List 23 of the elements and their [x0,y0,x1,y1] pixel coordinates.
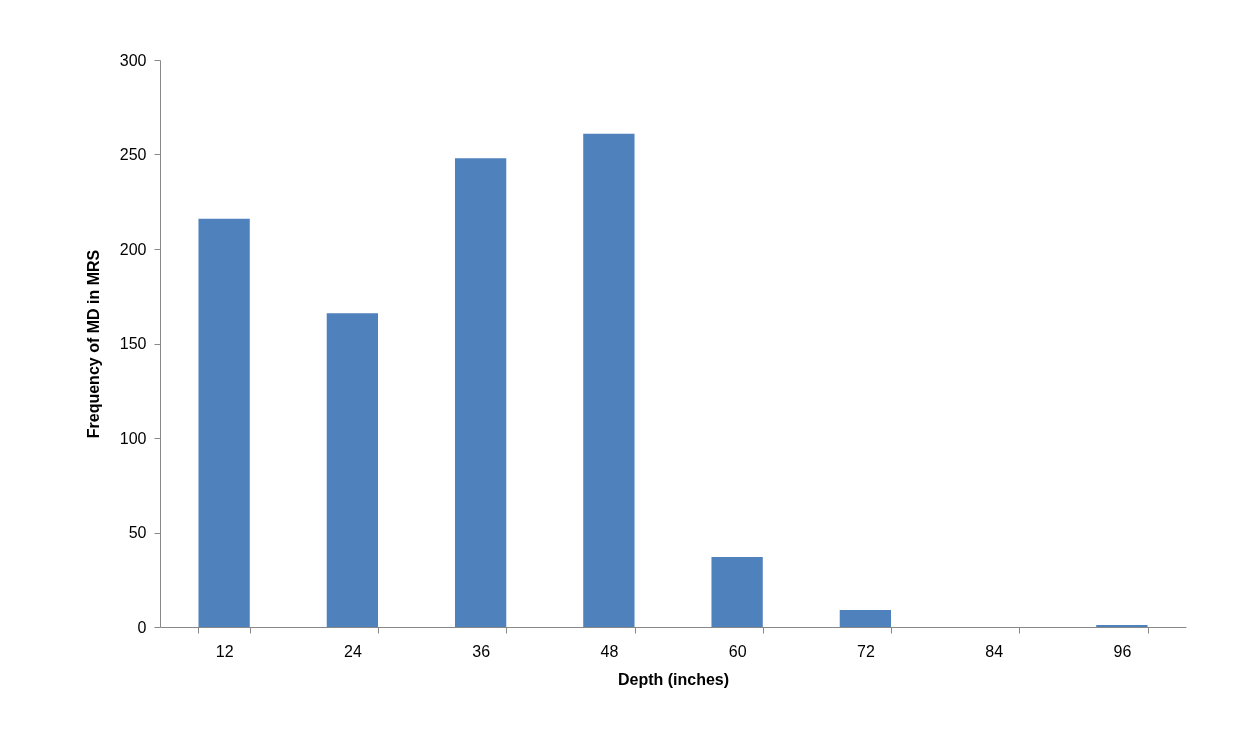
y-axis-title: Frequency of MD in MRS [84,249,102,439]
x-tick-label: 48 [600,642,619,660]
bar [711,557,763,627]
x-tick-label: 60 [728,642,747,660]
y-tick-label: 150 [119,335,147,352]
y-tick-label: 0 [137,618,147,636]
y-tick-label: 50 [128,524,147,541]
x-axis-title: Depth (inches) [617,670,730,688]
bar [839,609,892,627]
y-tick-label: 300 [119,51,147,69]
x-tick-label: 84 [985,642,1004,660]
bar [198,218,250,627]
x-tick-label: 96 [1113,642,1132,660]
bar [454,158,507,627]
x-tick-label: 12 [215,642,234,660]
y-tick-label: 100 [119,429,147,447]
x-tick-label: 72 [856,642,875,660]
y-tick-label: 250 [119,146,147,163]
y-tick-label: 200 [119,240,147,258]
x-tick-label: 24 [343,642,362,660]
bar [583,133,635,627]
bar [326,313,379,627]
x-tick-label: 36 [472,642,491,660]
